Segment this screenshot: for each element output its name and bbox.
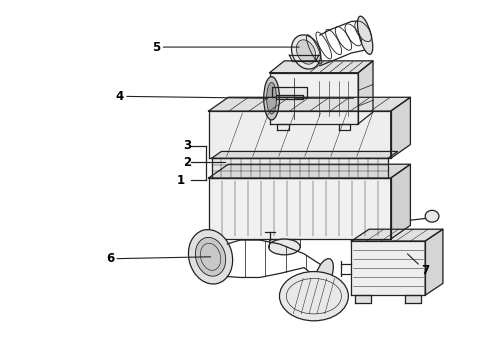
Polygon shape bbox=[406, 295, 421, 303]
Ellipse shape bbox=[269, 239, 300, 255]
Polygon shape bbox=[270, 61, 373, 73]
Ellipse shape bbox=[267, 82, 276, 114]
Ellipse shape bbox=[196, 237, 226, 276]
Text: 4: 4 bbox=[116, 90, 268, 103]
Polygon shape bbox=[209, 164, 411, 178]
Polygon shape bbox=[339, 124, 350, 130]
Ellipse shape bbox=[292, 35, 320, 69]
Ellipse shape bbox=[264, 77, 279, 120]
Polygon shape bbox=[351, 241, 425, 295]
Polygon shape bbox=[271, 87, 307, 97]
Ellipse shape bbox=[358, 16, 373, 54]
Text: 3: 3 bbox=[183, 139, 191, 152]
Polygon shape bbox=[391, 97, 411, 158]
Ellipse shape bbox=[425, 210, 439, 222]
Polygon shape bbox=[209, 178, 391, 239]
Polygon shape bbox=[391, 164, 411, 239]
Text: 7: 7 bbox=[408, 254, 429, 277]
Ellipse shape bbox=[279, 271, 348, 321]
Polygon shape bbox=[277, 124, 289, 130]
Polygon shape bbox=[275, 95, 303, 99]
Polygon shape bbox=[425, 229, 443, 295]
Polygon shape bbox=[270, 73, 358, 124]
Polygon shape bbox=[358, 61, 373, 124]
Polygon shape bbox=[351, 229, 443, 241]
Text: 5: 5 bbox=[152, 41, 299, 54]
Text: 6: 6 bbox=[106, 252, 211, 265]
Ellipse shape bbox=[296, 40, 316, 64]
Polygon shape bbox=[212, 152, 397, 158]
Polygon shape bbox=[355, 295, 371, 303]
Text: 2: 2 bbox=[183, 156, 191, 169]
Polygon shape bbox=[209, 97, 411, 111]
Ellipse shape bbox=[314, 258, 333, 292]
Text: 1: 1 bbox=[177, 174, 185, 186]
Ellipse shape bbox=[189, 230, 233, 284]
Polygon shape bbox=[209, 111, 391, 158]
Polygon shape bbox=[212, 158, 388, 178]
